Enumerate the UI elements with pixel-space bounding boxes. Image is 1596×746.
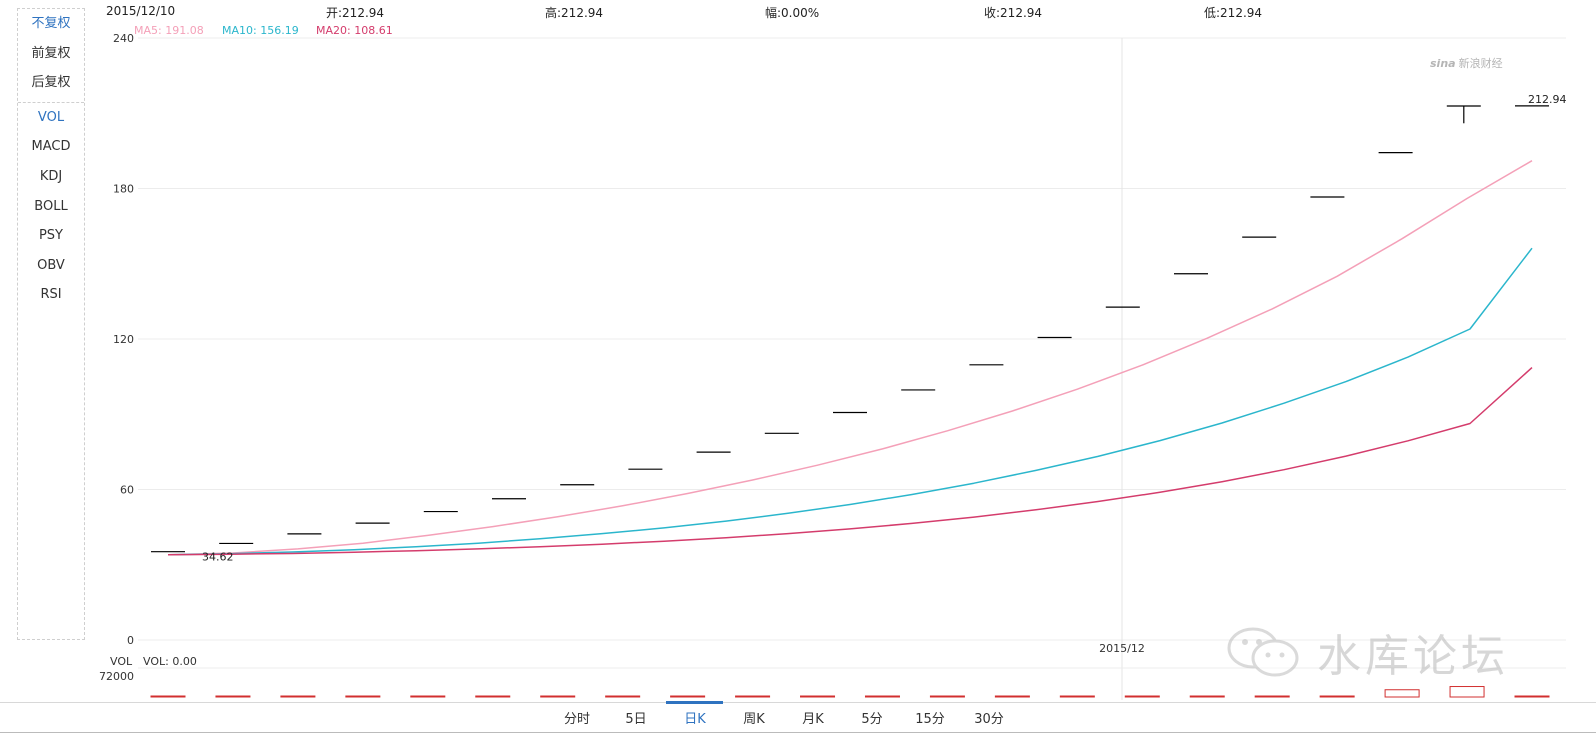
- volume-bar: [929, 695, 965, 698]
- x-axis-label: 2015/12: [1099, 642, 1145, 655]
- info-change: 幅:0.00%: [765, 6, 820, 20]
- volume-bar: [540, 695, 576, 698]
- volume-max-tick: 72000: [99, 670, 134, 683]
- indicator-macd-button[interactable]: MACD: [31, 139, 71, 155]
- sina-logo-text: sina: [1430, 57, 1456, 70]
- tab-30min[interactable]: 30分: [974, 712, 1004, 727]
- info-close: 收:212.94: [984, 6, 1043, 20]
- kline-chart: 240 180 120 60 0 2015/12 34.62 212.94 VOL VOL: 0.…: [99, 32, 1567, 700]
- y-tick-label: 180: [113, 183, 134, 196]
- adjust-backward-button[interactable]: 后复权: [31, 75, 71, 91]
- ma10-line: [167, 247, 1533, 556]
- tab-weekly-k[interactable]: 周K: [743, 712, 765, 727]
- volume-bar: [280, 695, 316, 698]
- adjust-forward-button[interactable]: 前复权: [31, 45, 71, 61]
- volume-bar: [1124, 695, 1160, 698]
- volume-bar: [410, 695, 446, 698]
- volume-bar: [670, 695, 706, 698]
- ma5-legend: MA5: 191.08: [134, 24, 204, 37]
- max-price-label: 212.94: [1528, 93, 1567, 106]
- indicator-boll-button[interactable]: BOLL: [34, 198, 68, 214]
- period-tabs: 分时 5日 日K 周K 月K 5分 15分 30分: [0, 701, 1596, 733]
- active-tab-indicator: [666, 701, 723, 704]
- volume-bar: [1449, 686, 1485, 698]
- indicator-vol-button[interactable]: VOL: [37, 109, 65, 125]
- volume-bar: [215, 695, 251, 698]
- ma20-legend: MA20: 108.61: [316, 24, 393, 37]
- watermark-text: 水库论坛: [1317, 631, 1509, 682]
- y-tick-label: 120: [113, 333, 134, 346]
- volume-bar: [800, 695, 836, 698]
- tab-5min[interactable]: 5分: [861, 712, 883, 727]
- tab-15min[interactable]: 15分: [915, 712, 945, 727]
- adjust-group: 不复权 前复权 后复权: [18, 9, 84, 103]
- volume-bar: [1059, 695, 1095, 698]
- indicator-rsi-button[interactable]: RSI: [40, 287, 62, 303]
- volume-label: VOL: [110, 655, 133, 668]
- y-tick-label: 240: [113, 32, 134, 45]
- info-low: 低:212.94: [1204, 6, 1263, 20]
- tab-daily-k[interactable]: 日K: [684, 712, 706, 727]
- watermark: 水库论坛: [1225, 622, 1535, 682]
- volume-bar: [1319, 695, 1355, 698]
- tab-5day[interactable]: 5日: [625, 712, 647, 727]
- indicator-kdj-button[interactable]: KDJ: [39, 168, 63, 184]
- sidebar: 不复权 前复权 后复权 VOL MACD KDJ BOLL PSY OBV RS…: [17, 8, 85, 640]
- volume-bar: [475, 695, 511, 698]
- volume-bar: [1514, 695, 1550, 698]
- y-tick-label: 0: [127, 634, 134, 647]
- ma20-line: [167, 367, 1533, 556]
- volume-bar: [1384, 689, 1420, 698]
- sina-logo-cn: 新浪财经: [1458, 57, 1503, 70]
- indicator-psy-button[interactable]: PSY: [38, 228, 64, 244]
- volume-bar: [150, 695, 186, 698]
- tab-timeshare[interactable]: 分时: [563, 712, 591, 727]
- min-price-label: 34.62: [202, 551, 234, 564]
- volume-bar: [994, 695, 1030, 698]
- volume-bar: [605, 695, 641, 698]
- tab-monthly-k[interactable]: 月K: [802, 712, 824, 727]
- volume-bar: [1189, 695, 1225, 698]
- sina-logo: sina 新浪财经: [1430, 55, 1503, 71]
- bottom-border: [0, 732, 1596, 733]
- adjust-none-button[interactable]: 不复权: [31, 16, 71, 31]
- volume-bar: [345, 695, 381, 698]
- info-high: 高:212.94: [545, 6, 604, 20]
- volume-legend: VOL: 0.00: [143, 655, 197, 668]
- ma5-line: [167, 160, 1533, 556]
- info-date: 2015/12/10: [106, 4, 176, 18]
- ma10-legend: MA10: 156.19: [222, 24, 299, 37]
- volume-bar: [864, 695, 900, 698]
- info-open: 开:212.94: [326, 6, 385, 20]
- wechat-icon: [1227, 627, 1299, 677]
- volume-bar: [735, 695, 771, 698]
- y-tick-label: 60: [120, 484, 134, 497]
- volume-bar: [1254, 695, 1290, 698]
- indicator-obv-button[interactable]: OBV: [37, 257, 65, 273]
- indicator-group: VOL MACD KDJ BOLL PSY OBV RSI: [18, 103, 84, 310]
